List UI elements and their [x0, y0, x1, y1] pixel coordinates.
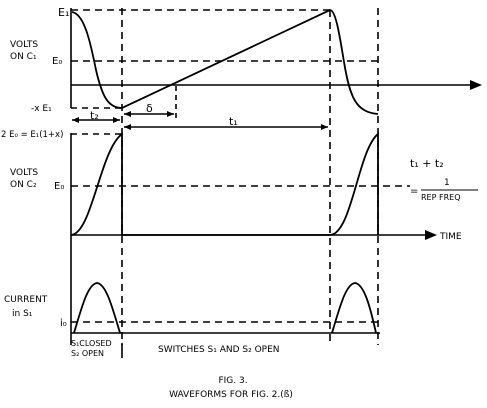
equation-lhs: t₁ + t₂ [410, 157, 444, 170]
t2-arrow-left [72, 117, 79, 123]
t1-arrow-right [321, 124, 328, 130]
delta-arrow-right [167, 111, 174, 117]
volts-on-c2-label-2: ON C₂ [10, 180, 37, 190]
current-label-1: CURRENT [4, 295, 48, 305]
t2-label: t₂ [90, 109, 99, 122]
current-pulse-2 [331, 282, 377, 334]
c2-voltage-waveform [70, 132, 379, 236]
e0-top-label: E₀ [52, 56, 62, 67]
delta-label: δ [146, 102, 153, 115]
t1-arrow-left [124, 124, 131, 130]
volts-on-c2-label-1: VOLTS [10, 168, 38, 178]
equation-denominator: REP FREQ [421, 193, 461, 202]
time-label: TIME [439, 232, 462, 242]
s2-open-label: S₂ OPEN [71, 349, 104, 358]
s1-closed-label: S₁CLOSED [71, 339, 112, 348]
switches-open-label: SWITCHES S₁ AND S₂ OPEN [158, 345, 280, 355]
minus-xe1-label: -x E₁ [31, 104, 52, 114]
volts-on-c1-label-1: VOLTS [10, 40, 38, 50]
equation-numerator: 1 [444, 178, 450, 188]
c1-axis-arrow [470, 80, 482, 90]
delta-arrow-left [124, 111, 131, 117]
volts-on-c1-label-2: ON C₁ [10, 52, 37, 62]
c1-voltage-waveform [71, 9, 379, 115]
current-pulse-1 [73, 282, 121, 334]
figure-number: FIG. 3. [218, 376, 247, 386]
t1-label: t₁ [229, 115, 238, 128]
i0-label: i₀ [60, 318, 67, 329]
current-label-2: in S₁ [12, 309, 33, 319]
figure-caption: WAVEFORMS FOR FIG. 2.(ß) [169, 390, 293, 400]
t2-arrow-right [113, 117, 120, 123]
e1-label: E₁ [58, 6, 69, 19]
e0-mid-label: E₀ [54, 181, 64, 192]
two-e0-label: 2 E₀ = E₁(1+x) [1, 130, 63, 140]
equation-equals: = [410, 186, 418, 197]
time-axis-arrow [425, 230, 437, 240]
